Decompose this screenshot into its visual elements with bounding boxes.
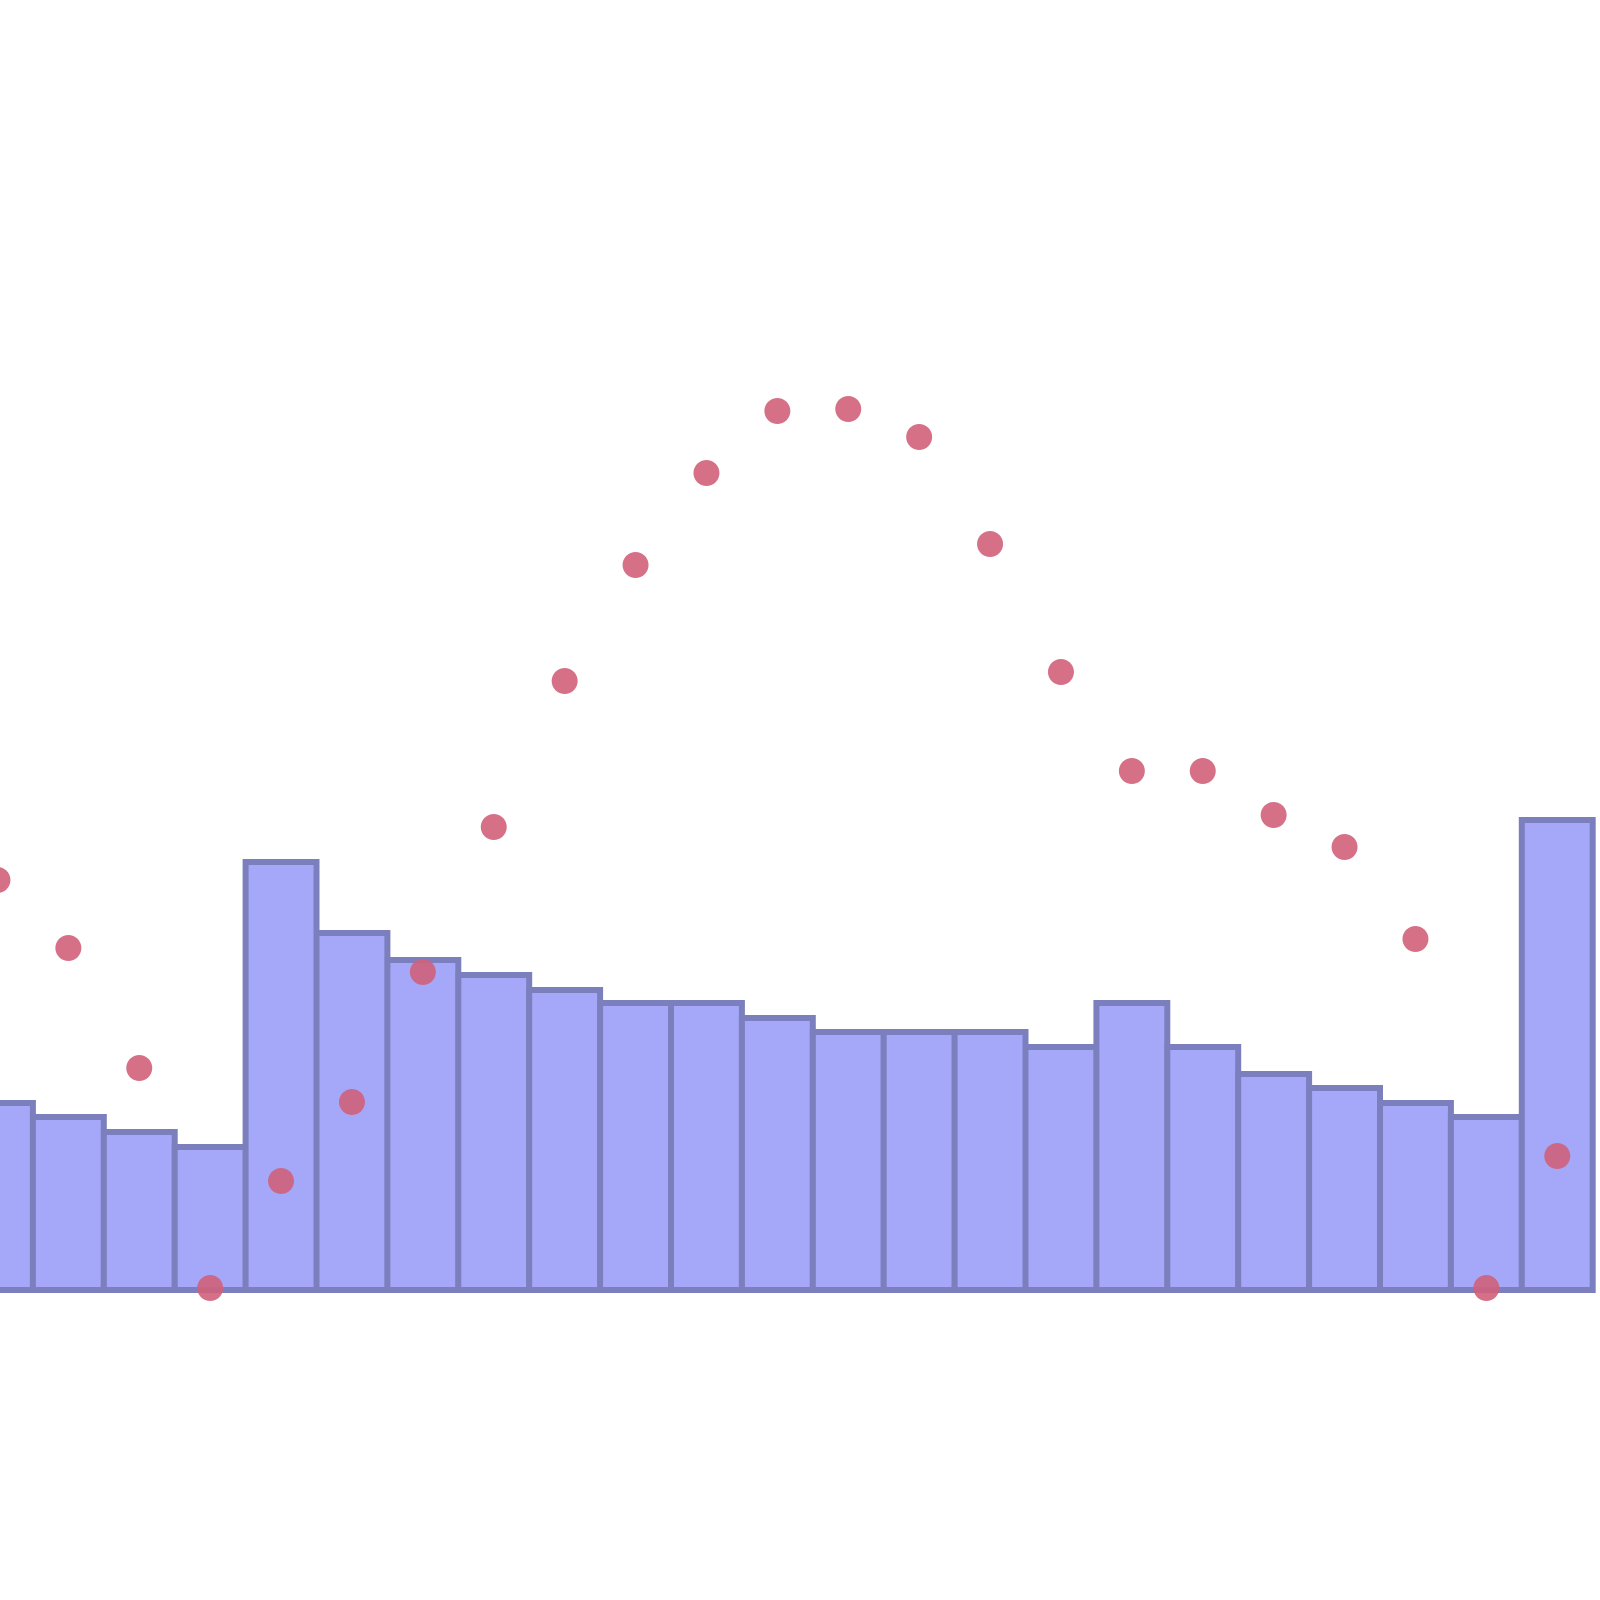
- bar: [1306, 1085, 1383, 1293]
- dot: [693, 460, 720, 486]
- dot: [1331, 834, 1358, 860]
- bar: [597, 1000, 674, 1293]
- bar: [384, 957, 462, 1293]
- dot: [1402, 926, 1429, 952]
- dot: [1118, 758, 1145, 784]
- dot: [409, 959, 436, 985]
- bar: [1022, 1044, 1100, 1293]
- bar: [1447, 1114, 1525, 1293]
- bar: [29, 1114, 107, 1293]
- bar: [455, 972, 533, 1293]
- dot: [55, 935, 82, 961]
- dot: [1544, 1143, 1571, 1169]
- bar: [100, 1129, 178, 1293]
- dot: [197, 1275, 224, 1301]
- dot: [977, 531, 1004, 557]
- bar: [668, 1000, 745, 1293]
- bar: [171, 1144, 249, 1293]
- dot: [268, 1168, 295, 1194]
- bar: [738, 1015, 816, 1293]
- dot: [0, 867, 11, 893]
- bar: [951, 1029, 1029, 1293]
- bar: [1093, 1000, 1171, 1293]
- dot: [1189, 758, 1216, 784]
- dot: [622, 552, 649, 578]
- dot: [126, 1055, 153, 1081]
- bar: [242, 859, 320, 1293]
- bar: [809, 1029, 887, 1293]
- dot: [906, 424, 933, 450]
- bar: [0, 1100, 36, 1293]
- bar: [1235, 1071, 1313, 1293]
- bar: [1518, 817, 1596, 1293]
- bar: [1164, 1044, 1242, 1293]
- bar: [313, 930, 391, 1293]
- dot: [1047, 659, 1074, 685]
- bar: [1377, 1100, 1454, 1293]
- dot: [1473, 1275, 1500, 1301]
- dot: [338, 1089, 365, 1115]
- dot: [835, 396, 862, 422]
- dot: [1260, 802, 1287, 828]
- dot: [551, 668, 578, 694]
- bar: [526, 987, 604, 1293]
- dot: [480, 814, 507, 840]
- dot: [764, 398, 791, 424]
- bar: [880, 1029, 958, 1293]
